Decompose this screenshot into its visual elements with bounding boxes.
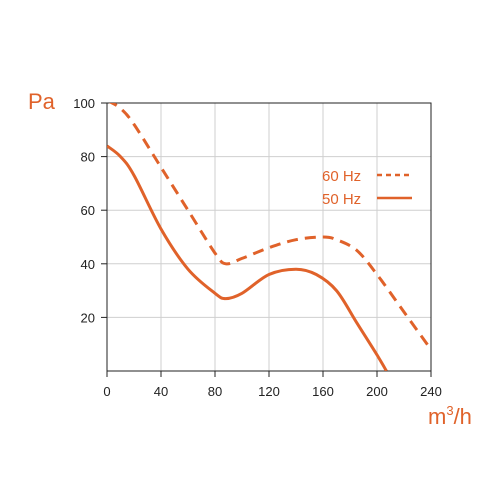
x-tick-label: 120 (258, 384, 280, 399)
x-tick-label: 80 (208, 384, 222, 399)
grid-lines (107, 103, 431, 371)
legend: 60 Hz 50 Hz (322, 168, 412, 208)
legend-label-50hz: 50 Hz (322, 191, 361, 208)
x-axis-unit-suffix: /h (454, 404, 472, 429)
y-axis-ticks: 20 40 60 80 100 (73, 96, 107, 325)
x-tick-label: 200 (366, 384, 388, 399)
series-line-60-hz (108, 103, 431, 351)
legend-label-60hz: 60 Hz (322, 168, 361, 185)
x-axis-unit-superscript: 3 (446, 403, 453, 418)
x-tick-label: 40 (154, 384, 168, 399)
x-axis-ticks: 0 40 80 120 160 200 240 (103, 371, 442, 399)
x-axis-unit: m3/h (428, 403, 472, 429)
y-axis-unit: Pa (28, 89, 56, 114)
x-axis-unit-base: m (428, 404, 446, 429)
x-tick-label: 0 (103, 384, 110, 399)
series-layer (107, 103, 431, 371)
y-tick-label: 40 (81, 257, 95, 272)
x-tick-label: 160 (312, 384, 334, 399)
y-tick-label: 80 (81, 150, 95, 165)
y-tick-label: 100 (73, 96, 95, 111)
x-tick-label: 240 (420, 384, 442, 399)
y-tick-label: 20 (81, 310, 95, 325)
series-line-50-hz (107, 144, 388, 371)
y-tick-label: 60 (81, 203, 95, 218)
